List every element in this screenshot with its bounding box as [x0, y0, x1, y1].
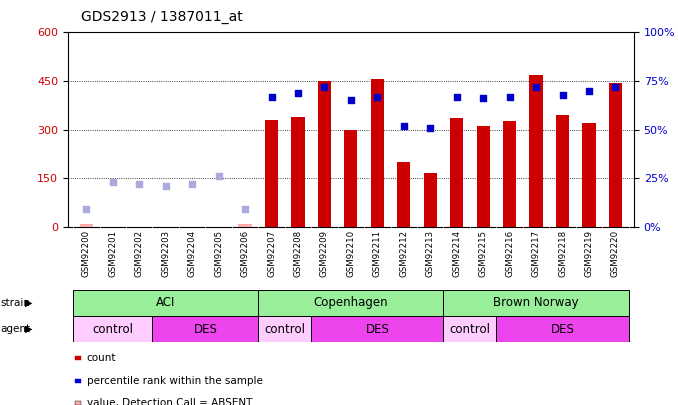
Point — [372, 93, 383, 100]
Text: GSM92214: GSM92214 — [452, 230, 461, 277]
Point — [478, 95, 489, 102]
Bar — [292, 117, 304, 227]
Bar — [344, 130, 357, 227]
Bar — [311, 316, 443, 342]
Text: Copenhagen: Copenhagen — [313, 296, 388, 309]
Point — [610, 83, 621, 90]
Text: GSM92215: GSM92215 — [479, 230, 487, 277]
Text: DES: DES — [193, 322, 218, 336]
Bar — [443, 316, 496, 342]
Point — [107, 179, 118, 185]
Text: GSM92201: GSM92201 — [108, 230, 117, 277]
Bar — [73, 316, 153, 342]
Bar — [258, 290, 443, 316]
Bar — [258, 316, 311, 342]
Bar — [496, 316, 629, 342]
Bar — [450, 118, 463, 227]
Text: GSM92218: GSM92218 — [558, 230, 567, 277]
Text: DES: DES — [551, 322, 574, 336]
Point — [186, 181, 197, 187]
Text: GSM92200: GSM92200 — [82, 230, 91, 277]
Text: GSM92205: GSM92205 — [214, 230, 223, 277]
Bar — [80, 224, 93, 227]
Text: control: control — [264, 322, 305, 336]
Point — [452, 93, 462, 100]
Text: ▶: ▶ — [25, 298, 33, 308]
Point — [531, 83, 542, 90]
Text: agent: agent — [1, 324, 31, 334]
Text: GSM92202: GSM92202 — [135, 230, 144, 277]
Point — [266, 93, 277, 100]
Point — [557, 92, 568, 98]
Point — [319, 83, 330, 90]
Text: GSM92206: GSM92206 — [241, 230, 250, 277]
Text: ACI: ACI — [156, 296, 176, 309]
Point — [160, 183, 171, 189]
Text: GSM92219: GSM92219 — [584, 230, 593, 277]
Text: ▶: ▶ — [25, 324, 33, 334]
Text: GSM92210: GSM92210 — [346, 230, 355, 277]
Text: GSM92209: GSM92209 — [320, 230, 329, 277]
Bar — [556, 115, 569, 227]
Text: strain: strain — [1, 298, 31, 308]
Bar — [239, 224, 252, 227]
Bar — [397, 162, 410, 227]
Text: DES: DES — [365, 322, 389, 336]
Text: value, Detection Call = ABSENT: value, Detection Call = ABSENT — [87, 398, 252, 405]
Text: GSM92213: GSM92213 — [426, 230, 435, 277]
Point — [213, 173, 224, 179]
Text: GSM92203: GSM92203 — [161, 230, 170, 277]
Point — [425, 124, 436, 131]
Bar — [73, 290, 258, 316]
Text: percentile rank within the sample: percentile rank within the sample — [87, 376, 262, 386]
Point — [346, 97, 357, 104]
Text: GSM92212: GSM92212 — [399, 230, 408, 277]
Text: GSM92207: GSM92207 — [267, 230, 276, 277]
Bar — [371, 79, 384, 227]
Text: GSM92217: GSM92217 — [532, 230, 540, 277]
Bar — [443, 290, 629, 316]
Text: GSM92208: GSM92208 — [294, 230, 302, 277]
Text: control: control — [92, 322, 134, 336]
Bar — [153, 316, 258, 342]
Point — [399, 122, 410, 129]
Text: GDS2913 / 1387011_at: GDS2913 / 1387011_at — [81, 10, 243, 24]
Bar — [582, 123, 595, 227]
Bar — [609, 83, 622, 227]
Bar — [424, 173, 437, 227]
Text: control: control — [450, 322, 490, 336]
Text: count: count — [87, 354, 117, 363]
Point — [239, 206, 250, 213]
Text: GSM92211: GSM92211 — [373, 230, 382, 277]
Text: Brown Norway: Brown Norway — [493, 296, 579, 309]
Point — [584, 87, 595, 94]
Point — [134, 181, 144, 187]
Bar — [265, 120, 278, 227]
Bar — [318, 81, 331, 227]
Point — [292, 90, 303, 96]
Bar — [477, 126, 490, 227]
Text: GSM92204: GSM92204 — [188, 230, 197, 277]
Bar — [503, 122, 516, 227]
Bar — [530, 75, 542, 227]
Point — [504, 93, 515, 100]
Point — [81, 206, 92, 213]
Text: GSM92216: GSM92216 — [505, 230, 514, 277]
Text: GSM92220: GSM92220 — [611, 230, 620, 277]
